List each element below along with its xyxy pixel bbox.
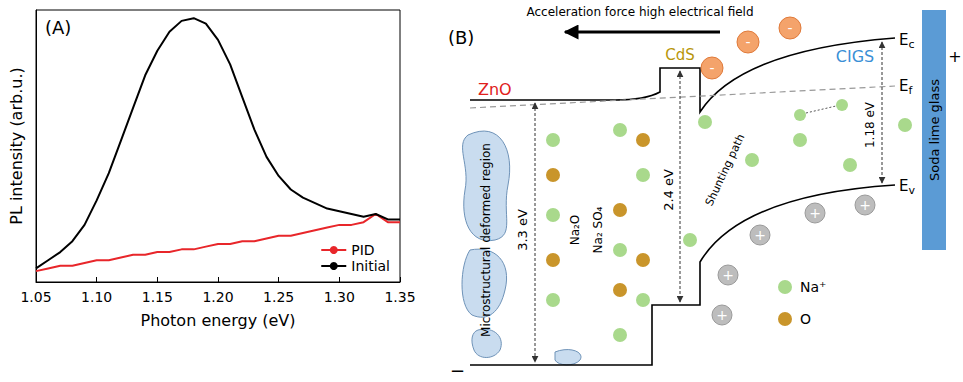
svg-text:Microstructural deformed regio: Microstructural deformed region	[479, 143, 493, 337]
svg-text:CdS: CdS	[665, 46, 695, 64]
svg-text:CIGS: CIGS	[836, 47, 874, 66]
svg-text:Na₂O: Na₂O	[568, 215, 582, 246]
svg-text:Na₂ SO₄: Na₂ SO₄	[591, 206, 605, 253]
svg-text:Na⁺: Na⁺	[800, 279, 826, 295]
svg-text:2.4 eV: 2.4 eV	[661, 169, 676, 211]
svg-text:+: +	[722, 267, 734, 283]
svg-text:1.05: 1.05	[20, 289, 51, 305]
svg-text:+: +	[716, 307, 728, 323]
svg-text:+: +	[859, 197, 871, 213]
svg-text:Ev: Ev	[899, 177, 915, 197]
svg-text:1.15: 1.15	[142, 289, 173, 305]
svg-text:Initial: Initial	[351, 258, 390, 274]
svg-text:ZnO: ZnO	[478, 80, 512, 99]
svg-text:3.3 eV: 3.3 eV	[515, 209, 530, 251]
svg-text:Photon energy (eV): Photon energy (eV)	[141, 311, 296, 330]
svg-text:-: -	[787, 20, 792, 36]
svg-text:-: -	[745, 34, 750, 50]
svg-text:1.20: 1.20	[202, 289, 233, 305]
svg-text:Shunting path: Shunting path	[703, 132, 748, 208]
svg-text:−: −	[450, 360, 465, 381]
svg-text:(A): (A)	[45, 17, 71, 38]
svg-text:-: -	[709, 60, 714, 76]
svg-text:Soda lime glass: Soda lime glass	[927, 79, 942, 181]
svg-text:(B): (B)	[448, 27, 474, 48]
svg-text:Acceleration force high electr: Acceleration force high electrical field	[526, 5, 753, 19]
svg-text:1.10: 1.10	[81, 289, 112, 305]
svg-text:+: +	[809, 205, 821, 221]
svg-text:1.35: 1.35	[384, 289, 415, 305]
svg-text:+: +	[754, 227, 766, 243]
svg-text:1.25: 1.25	[263, 289, 294, 305]
svg-text:Ef: Ef	[899, 77, 913, 97]
svg-text:PL intensity (arb.u.): PL intensity (arb.u.)	[7, 67, 26, 224]
svg-text:O: O	[800, 311, 811, 327]
svg-text:1.18 eV: 1.18 eV	[863, 101, 877, 148]
svg-text:1.30: 1.30	[324, 289, 355, 305]
svg-text:Ec: Ec	[899, 31, 915, 51]
svg-text:PID: PID	[351, 242, 374, 258]
svg-text:+: +	[948, 47, 961, 66]
